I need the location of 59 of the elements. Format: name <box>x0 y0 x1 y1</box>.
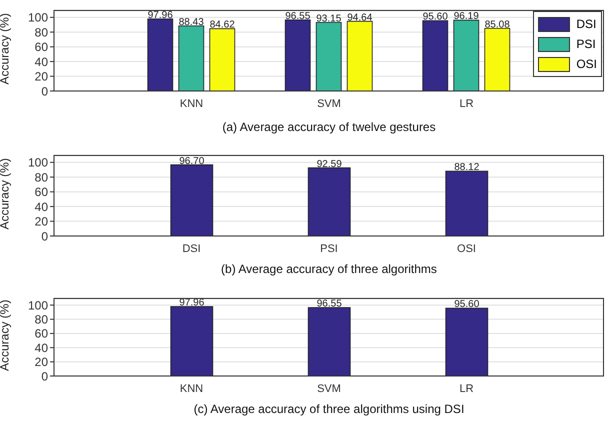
x-tick-label: SVM <box>317 98 341 110</box>
x-tick-label: LR <box>459 382 474 395</box>
x-tick-label: KNN <box>180 382 204 395</box>
data-label: 96.55 <box>285 10 311 22</box>
text: (a) Average accuracy of twelve gestures <box>221 120 437 134</box>
y-tick-label: 0 <box>41 84 48 98</box>
y-tick-label: 100 <box>28 10 48 25</box>
data-label: 97.96 <box>148 10 174 21</box>
y-tick-label: 20 <box>34 214 48 229</box>
bar <box>346 20 373 91</box>
data-label: 93.15 <box>316 13 342 24</box>
x-tick-label: SVM <box>317 382 341 395</box>
y-tick-label: 40 <box>34 200 48 214</box>
x-tick-label: LR <box>459 98 474 110</box>
data-label: 84.62 <box>210 20 236 31</box>
y-tick-label: 80 <box>34 170 48 184</box>
text: (b) Average accuracy of three algorithms <box>220 262 438 276</box>
bar <box>484 28 510 91</box>
y-axis-title: Accuracy (%) <box>0 158 12 230</box>
bar <box>422 20 448 91</box>
data-label: 96.55 <box>316 298 342 310</box>
y-tick-label: 100 <box>28 298 48 312</box>
data-label: 95.60 <box>422 12 448 23</box>
data-label: 85.08 <box>484 19 510 30</box>
y-axis-title: Accuracy (%) <box>0 300 12 371</box>
y-axis-title: Accuracy (%) <box>0 13 12 84</box>
data-label: 88.12 <box>454 162 480 174</box>
text: (c) Average accuracy of three algorithms using DSI <box>192 402 466 416</box>
bar <box>284 20 311 91</box>
y-tick-label: 0 <box>41 369 48 384</box>
x-tick-label: OSI <box>457 242 476 255</box>
data-label: 96.19 <box>454 11 480 22</box>
bar <box>209 28 236 91</box>
data-label: 95.60 <box>454 299 480 310</box>
y-tick-label: 40 <box>34 340 48 355</box>
data-label: 88.43 <box>178 16 204 28</box>
x-tick-label: DSI <box>182 242 201 255</box>
data-label: 92.59 <box>316 158 342 170</box>
y-tick-label: 40 <box>34 54 48 69</box>
bar <box>178 25 204 91</box>
y-tick-label: 100 <box>28 156 48 170</box>
bar <box>147 18 174 91</box>
legend-label: OSI <box>576 57 597 71</box>
legend-label: DSI <box>576 17 596 31</box>
y-tick-label: 80 <box>34 25 48 40</box>
y-tick-label: 0 <box>41 229 48 244</box>
bar <box>316 22 342 91</box>
legend-label: PSI <box>576 37 596 51</box>
x-tick-label: KNN <box>180 98 204 110</box>
y-tick-label: 60 <box>34 40 48 54</box>
x-tick-label: PSI <box>320 242 338 255</box>
y-tick-label: 80 <box>34 312 48 327</box>
data-label: 94.64 <box>347 12 373 24</box>
y-tick-label: 60 <box>34 185 48 200</box>
y-tick-label: 60 <box>34 326 48 341</box>
y-tick-label: 20 <box>34 355 48 370</box>
data-label: 96.70 <box>179 156 205 167</box>
y-tick-label: 20 <box>34 70 48 84</box>
bar <box>453 20 480 91</box>
